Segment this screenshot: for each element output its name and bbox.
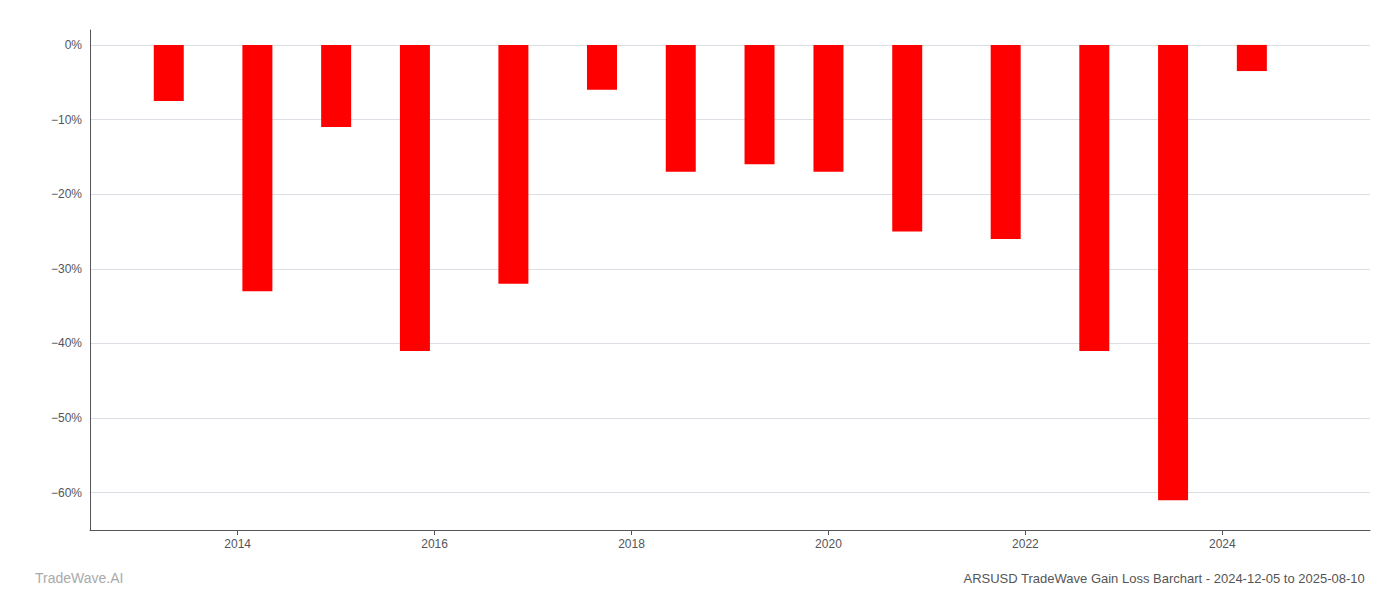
svg-text:2014: 2014: [224, 537, 251, 551]
svg-text:TradeWave.AI: TradeWave.AI: [35, 570, 123, 586]
svg-text:2020: 2020: [815, 537, 842, 551]
svg-text:2018: 2018: [618, 537, 645, 551]
svg-text:2022: 2022: [1012, 537, 1039, 551]
svg-text:−50%: −50%: [51, 411, 82, 425]
svg-text:2024: 2024: [1209, 537, 1236, 551]
svg-text:−30%: −30%: [51, 262, 82, 276]
svg-text:−10%: −10%: [51, 113, 82, 127]
svg-text:−20%: −20%: [51, 187, 82, 201]
svg-text:−60%: −60%: [51, 486, 82, 500]
svg-text:−40%: −40%: [51, 336, 82, 350]
svg-text:ARSUSD TradeWave Gain Loss Bar: ARSUSD TradeWave Gain Loss Barchart - 20…: [963, 571, 1364, 586]
svg-text:2016: 2016: [421, 537, 448, 551]
svg-text:0%: 0%: [65, 38, 83, 52]
